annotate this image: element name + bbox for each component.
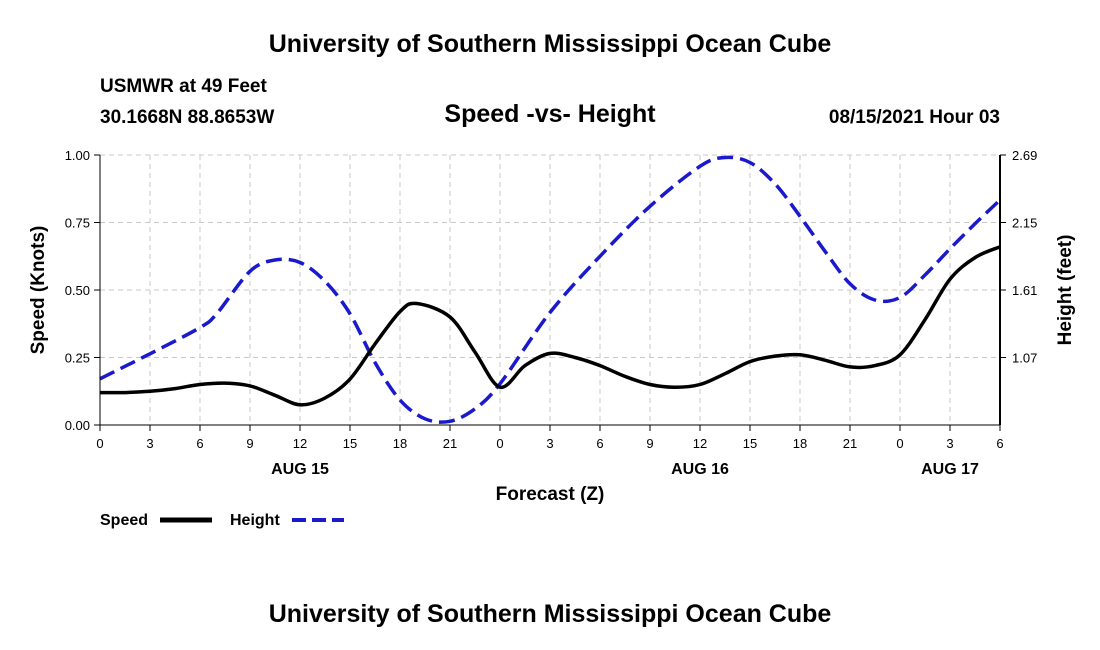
right-y-tick-label: 2.15	[1012, 216, 1037, 231]
left-y-tick-label: 0.50	[65, 283, 90, 298]
chart-title-bottom: University of Southern Mississippi Ocean…	[268, 600, 832, 628]
left-y-tick-label: 1.00	[65, 148, 90, 163]
y-axis-label-right: Height (feet)	[1055, 235, 1076, 346]
x-tick-label: 3	[146, 436, 153, 451]
chart-title-top: University of Southern Mississippi Ocean…	[268, 30, 832, 58]
tick-labels: 0 3 6 9 12 15 18 21 0 3 6 9 12 15 18 21 0 3 6 AUG 15 AUG 16 A…	[65, 148, 1038, 478]
x-tick-label: 15	[743, 436, 757, 451]
speed-series-line	[99, 245, 1001, 407]
x-tick-label: 18	[393, 436, 407, 451]
x-tick-label: 0	[496, 436, 503, 451]
date-label: AUG 17	[921, 461, 979, 478]
x-tick-label: 12	[693, 436, 707, 451]
axes	[94, 154, 1006, 431]
forecast-datetime: 08/15/2021 Hour 03	[828, 107, 1000, 128]
x-tick-label: 3	[546, 436, 553, 451]
x-tick-label: 21	[443, 436, 457, 451]
y-axis-label-left: Speed (Knots)	[28, 226, 49, 355]
legend: Speed Height	[100, 512, 344, 529]
x-tick-label: 6	[996, 436, 1003, 451]
series-layer	[99, 155, 1002, 424]
date-label: AUG 16	[671, 461, 729, 478]
right-y-tick-label: 1.61	[1012, 283, 1037, 298]
x-tick-label: 18	[793, 436, 807, 451]
x-tick-label: 9	[646, 436, 653, 451]
legend-height-label: Height	[230, 512, 280, 529]
chart-subtitle: Speed -vs- Height	[444, 100, 656, 128]
date-label: AUG 15	[271, 461, 329, 478]
x-tick-label: 12	[293, 436, 307, 451]
x-tick-label: 6	[196, 436, 203, 451]
x-axis-label: Forecast (Z)	[496, 484, 605, 505]
left-y-tick-label: 0.75	[65, 216, 90, 231]
x-tick-label: 3	[946, 436, 953, 451]
x-tick-label: 0	[896, 436, 903, 451]
left-y-tick-label: 0.00	[65, 418, 90, 433]
station-name: USMWR at 49 Feet	[100, 76, 267, 97]
x-tick-label: 6	[596, 436, 603, 451]
x-tick-label: 9	[246, 436, 253, 451]
x-tick-label: 0	[96, 436, 103, 451]
right-y-tick-label: 2.69	[1012, 148, 1037, 163]
legend-speed-label: Speed	[100, 512, 148, 529]
height-series-line	[99, 155, 1002, 424]
x-tick-label: 15	[343, 436, 357, 451]
grid	[100, 154, 1000, 425]
left-y-tick-label: 0.25	[65, 351, 90, 366]
x-tick-label: 21	[843, 436, 857, 451]
station-coordinates: 30.1668N 88.8653W	[100, 107, 275, 128]
right-y-tick-label: 1.07	[1012, 351, 1037, 366]
